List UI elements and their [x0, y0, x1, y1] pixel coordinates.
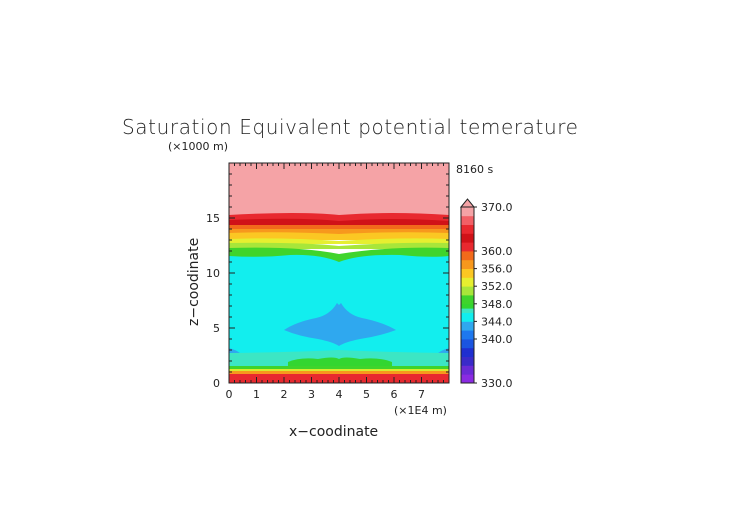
- colorbar-swatch: [461, 281, 474, 287]
- colorbar-label: 348.0: [481, 298, 513, 311]
- colorbar-swatch: [461, 352, 474, 357]
- near-surface-green: [288, 357, 392, 368]
- colorbar-swatch: [461, 246, 474, 252]
- colorbar-swatch: [461, 264, 474, 269]
- colorbar-swatch: [461, 330, 474, 335]
- colorbar-swatch: [461, 317, 474, 322]
- colorbar-swatch: [461, 334, 474, 340]
- colorbar-swatch: [461, 259, 474, 265]
- colorbar-swatch: [461, 207, 474, 212]
- colorbar: 370.0 360.0 356.0 352.0 348.0 344.0 340.0 330.0: [459, 198, 513, 390]
- colorbar-swatch: [461, 233, 474, 239]
- colorbar-label: 356.0: [481, 263, 513, 276]
- colorbar-swatch: [461, 369, 474, 375]
- colorbar-swatch: [461, 273, 474, 278]
- colorbar-swatch: [461, 286, 474, 291]
- band-red-dark: [229, 218, 449, 226]
- colorbar-swatch: [461, 308, 474, 313]
- y-tick-label: 0: [213, 377, 220, 390]
- y-tick-label: 10: [206, 267, 220, 280]
- x-tick-label: 1: [253, 388, 260, 401]
- colorbar-swatch: [461, 365, 474, 371]
- y-unit-label: (×1000 m): [168, 140, 228, 153]
- colorbar-swatch: [461, 378, 474, 384]
- colorbar-swatch: [461, 255, 474, 261]
- x-tick-label: 5: [363, 388, 370, 401]
- colorbar-top-arrow: [459, 198, 476, 208]
- colorbar-swatch: [461, 303, 474, 309]
- near-surface-light: [229, 350, 449, 366]
- interior-blue-region: [284, 303, 396, 346]
- band-yellowgreen: [229, 242, 449, 249]
- colorbar-swatch: [461, 295, 474, 300]
- colorbar-swatch: [461, 299, 474, 305]
- colorbar-swatch: [461, 220, 474, 225]
- band-top: [229, 163, 449, 215]
- colorbar-swatch: [461, 224, 474, 230]
- band-orange-dark: [229, 225, 449, 230]
- colorbar-swatch: [461, 268, 474, 274]
- colorbar-swatch: [461, 215, 474, 221]
- band-yellow: [229, 238, 449, 244]
- y-tick-label: 5: [213, 322, 220, 335]
- colorbar-swatch: [461, 251, 474, 256]
- plot-area: [228, 162, 450, 384]
- x-tick-label: 0: [226, 388, 233, 401]
- colorbar-label: 352.0: [481, 280, 513, 293]
- colorbar-swatch: [461, 343, 474, 349]
- colorbar-swatch: [461, 325, 474, 331]
- colorbar-label: 344.0: [481, 315, 513, 328]
- colorbar-swatch: [461, 356, 474, 362]
- x-unit-label: (×1E4 m): [394, 404, 447, 417]
- colorbar-label: 370.0: [481, 201, 513, 214]
- colorbar-swatch: [461, 290, 474, 296]
- x-tick-label: 6: [391, 388, 398, 401]
- colorbar-swatch: [461, 321, 474, 327]
- colorbar-swatch: [461, 242, 474, 247]
- y-axis-label: z−coodinate: [186, 238, 202, 326]
- colorbar-label: 360.0: [481, 245, 513, 258]
- x-tick-label: 2: [281, 388, 288, 401]
- chart-title: Saturation Equivalent potential temeratu…: [122, 115, 579, 139]
- colorbar-swatch: [461, 237, 474, 243]
- x-tick-label: 7: [418, 388, 425, 401]
- colorbar-swatch: [461, 211, 474, 217]
- colorbar-label: 330.0: [481, 377, 513, 390]
- x-tick-label: 3: [308, 388, 315, 401]
- time-label: 8160 s: [456, 163, 493, 176]
- band-gold: [229, 232, 449, 240]
- colorbar-swatch: [461, 339, 474, 344]
- colorbar-swatch: [461, 347, 474, 353]
- contour-field: [229, 163, 449, 383]
- colorbar-swatch: [461, 277, 474, 283]
- colorbar-swatch: [461, 312, 474, 318]
- colorbar-label: 340.0: [481, 333, 513, 346]
- x-tick-label: 4: [336, 388, 343, 401]
- axes: 0 1 2 3 4 5 6 7 0 5 10 15: [206, 162, 450, 401]
- colorbar-swatch: [461, 361, 474, 366]
- colorbar-swatch: [461, 374, 474, 379]
- colorbar-swatch: [461, 229, 474, 234]
- y-tick-label: 15: [206, 212, 220, 225]
- x-axis-label: x−coodinate: [289, 424, 378, 440]
